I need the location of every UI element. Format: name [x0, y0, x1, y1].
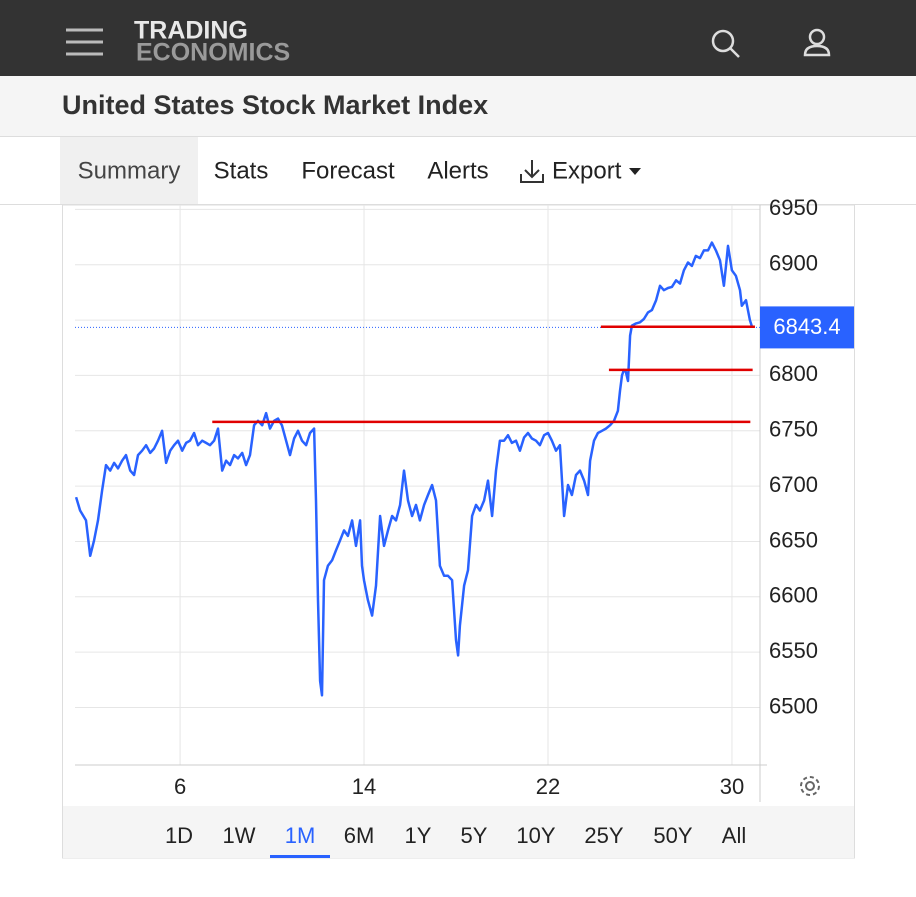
range-button[interactable]: 50Y	[653, 823, 692, 848]
tab-active-bg	[60, 137, 198, 204]
y-tick-label: 6750	[769, 417, 818, 442]
y-tick-label: 6700	[769, 472, 818, 497]
y-tick-label: 6500	[769, 693, 818, 718]
y-tick-label: 6900	[769, 251, 818, 276]
range-button[interactable]: 1W	[223, 823, 256, 848]
logo-bottom[interactable]: ECONOMICS	[136, 39, 290, 67]
y-tick-label: 6550	[769, 638, 818, 663]
y-tick-label: 6950	[769, 195, 818, 220]
price-line	[74, 241, 754, 697]
x-tick-label: 6	[174, 774, 186, 799]
title-bar	[0, 76, 916, 137]
tab[interactable]: Summary	[78, 157, 181, 184]
tab[interactable]: Export	[552, 157, 622, 184]
y-tick-label: 6600	[769, 583, 818, 608]
y-tick-label: 6650	[769, 527, 818, 552]
range-button[interactable]: 1D	[165, 823, 193, 848]
chart-box	[62, 204, 855, 859]
range-buttons: 1D 1W 1M 6M 1Y 5Y 10Y 25Y 50Y All	[165, 823, 746, 858]
range-bar	[63, 806, 854, 858]
range-button[interactable]: 10Y	[516, 823, 555, 848]
page-title: United States Stock Market Index	[62, 90, 488, 120]
chart: 6500655066006650670067506800685069006950…	[74, 195, 854, 802]
last-value-box	[760, 306, 854, 349]
last-value-label: 6843.4	[773, 314, 840, 339]
range-button[interactable]: All	[722, 823, 746, 848]
menu-icon[interactable]	[66, 28, 103, 56]
x-tick-label: 22	[536, 774, 560, 799]
user-icon[interactable]	[803, 28, 831, 57]
tab-bar: Summary Stats Forecast Alerts Export	[60, 137, 641, 204]
top-bar	[0, 0, 916, 76]
x-tick-label: 30	[720, 774, 744, 799]
x-tick-label: 14	[352, 774, 376, 799]
range-button[interactable]: 25Y	[584, 823, 623, 848]
range-button[interactable]: 5Y	[461, 823, 488, 848]
tab[interactable]: Forecast	[301, 157, 395, 184]
range-underline	[270, 855, 330, 858]
logo-top[interactable]: TRADING	[134, 17, 248, 45]
tab[interactable]: Stats	[214, 157, 269, 184]
settings-icon[interactable]	[800, 776, 820, 796]
range-button[interactable]: 6M	[344, 823, 375, 848]
y-tick-label: 6800	[769, 361, 818, 386]
range-button[interactable]: 1M	[285, 823, 316, 848]
search-icon[interactable]	[711, 29, 740, 58]
download-icon	[520, 160, 544, 183]
caret-icon	[629, 168, 641, 175]
range-button[interactable]: 1Y	[405, 823, 432, 848]
tab[interactable]: Alerts	[427, 157, 488, 184]
